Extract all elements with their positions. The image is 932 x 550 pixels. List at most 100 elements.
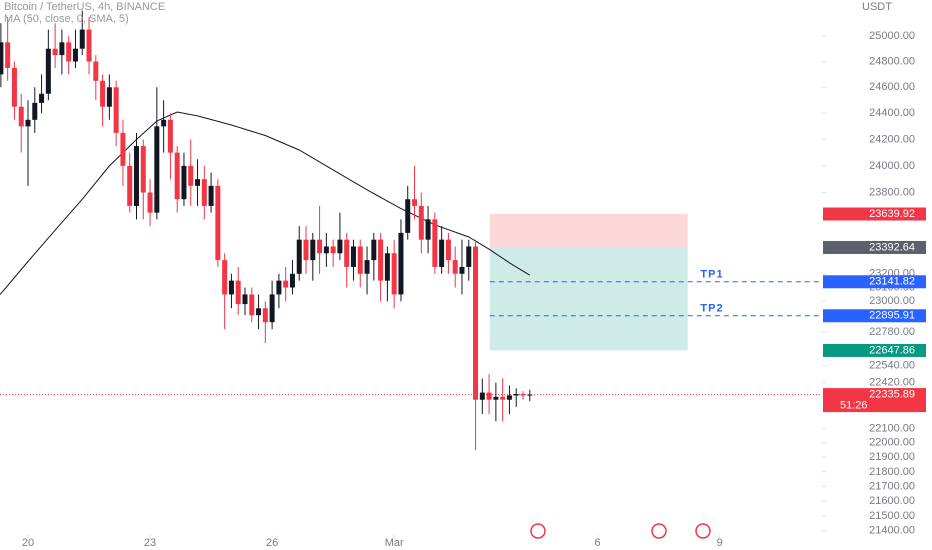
event-icon — [695, 523, 711, 539]
candle-body — [493, 396, 499, 400]
candle-body — [412, 199, 418, 206]
candle-body — [147, 192, 153, 213]
candle-body — [398, 232, 404, 295]
x-tick-label: 23 — [144, 537, 156, 549]
candle-body — [330, 246, 336, 254]
candle-body — [32, 102, 38, 120]
candle-body — [79, 29, 85, 49]
candle-body — [466, 246, 472, 267]
candle-body — [357, 246, 363, 274]
candle-body — [418, 205, 424, 240]
candle-body — [174, 152, 180, 200]
stop-zone — [489, 213, 688, 248]
price-label-box — [823, 275, 926, 289]
candle-body — [195, 179, 201, 186]
y-tick-label: 22100.00 — [869, 422, 915, 434]
candle-body — [25, 119, 31, 127]
chart-title: Bitcoin / TetherUS, 4h, BINANCE — [4, 1, 165, 13]
candle-body — [228, 280, 234, 295]
candle-body — [127, 165, 133, 206]
y-tick-label: 25000.00 — [869, 30, 915, 42]
candle-body — [513, 394, 519, 396]
candle-body — [473, 246, 479, 400]
candle-body — [256, 308, 262, 316]
indicator-label: MA (50, close, 0, SMA, 5) — [4, 13, 129, 25]
candle-body — [527, 394, 533, 396]
y-tick-label: 21800.00 — [869, 466, 915, 478]
candle-body — [167, 119, 173, 153]
y-tick-label: 23000.00 — [869, 295, 915, 307]
y-tick-label: 24200.00 — [869, 133, 915, 145]
candle-body — [276, 280, 282, 295]
candle-body — [140, 146, 146, 193]
candle-body — [52, 48, 58, 56]
y-tick-label: 24600.00 — [869, 81, 915, 93]
y-tick-label: 23800.00 — [869, 186, 915, 198]
candle-body — [106, 87, 112, 107]
y-tick-label: 24800.00 — [869, 55, 915, 67]
candle-body — [154, 126, 160, 213]
target-zone — [489, 247, 688, 351]
candle-body — [283, 280, 289, 288]
y-tick-label: 22000.00 — [869, 437, 915, 449]
candle-body — [235, 280, 241, 305]
candle-body — [39, 93, 45, 103]
y-tick-label: 22540.00 — [869, 360, 915, 372]
plot — [0, 10, 826, 538]
event-icon — [651, 523, 667, 539]
ma-line — [0, 111, 531, 295]
candle-body — [405, 199, 411, 233]
candle-body — [269, 294, 275, 323]
candle-body — [506, 395, 512, 400]
candle-body — [371, 239, 377, 261]
candle-body — [452, 260, 458, 274]
x-tick-label: 9 — [717, 537, 723, 549]
candle-body — [439, 239, 445, 267]
event-icon — [530, 523, 546, 539]
y-tick-label: 21400.00 — [869, 525, 915, 537]
candle-body — [378, 239, 384, 281]
candle-body — [222, 260, 228, 295]
y-tick-label: 21600.00 — [869, 495, 915, 507]
candle-body — [181, 165, 187, 200]
event-icons — [530, 523, 711, 539]
y-tick-label: 24000.00 — [869, 160, 915, 172]
y-tick-label: 21500.00 — [869, 510, 915, 522]
price-label: 22647.86 — [869, 344, 915, 356]
candle-body — [303, 239, 309, 261]
candle-body — [425, 219, 431, 240]
candle-body — [520, 394, 526, 396]
price-label: 23639.92 — [869, 208, 915, 220]
currency-label: USDT — [862, 1, 892, 13]
price-label-box — [823, 309, 926, 323]
candle-body — [161, 119, 167, 127]
candle-body — [459, 266, 465, 274]
countdown-label: 51:26 — [840, 400, 868, 412]
candle-body — [384, 253, 390, 281]
x-tick-label: 20 — [22, 537, 34, 549]
price-label-box — [823, 388, 926, 413]
x-tick-label: 26 — [266, 537, 278, 549]
candle-body — [86, 29, 92, 62]
candle-body — [18, 106, 24, 127]
candle-body — [100, 80, 106, 107]
candle-body — [432, 219, 438, 267]
candle-body — [11, 67, 17, 107]
price-label: 23392.64 — [869, 241, 915, 253]
candle-body — [317, 239, 323, 254]
candle-body — [0, 42, 4, 75]
candle-body — [249, 294, 255, 316]
y-tick-label: 22780.00 — [869, 326, 915, 338]
candle-body — [486, 392, 492, 400]
candle-body — [500, 396, 506, 400]
price-label-box — [823, 343, 926, 357]
candle-body — [133, 146, 139, 206]
price-label-box — [823, 207, 926, 221]
candle-body — [188, 165, 194, 186]
candle-body — [120, 132, 126, 166]
candle-body — [93, 61, 99, 81]
candle-body — [337, 239, 343, 254]
candle-body — [391, 253, 397, 295]
